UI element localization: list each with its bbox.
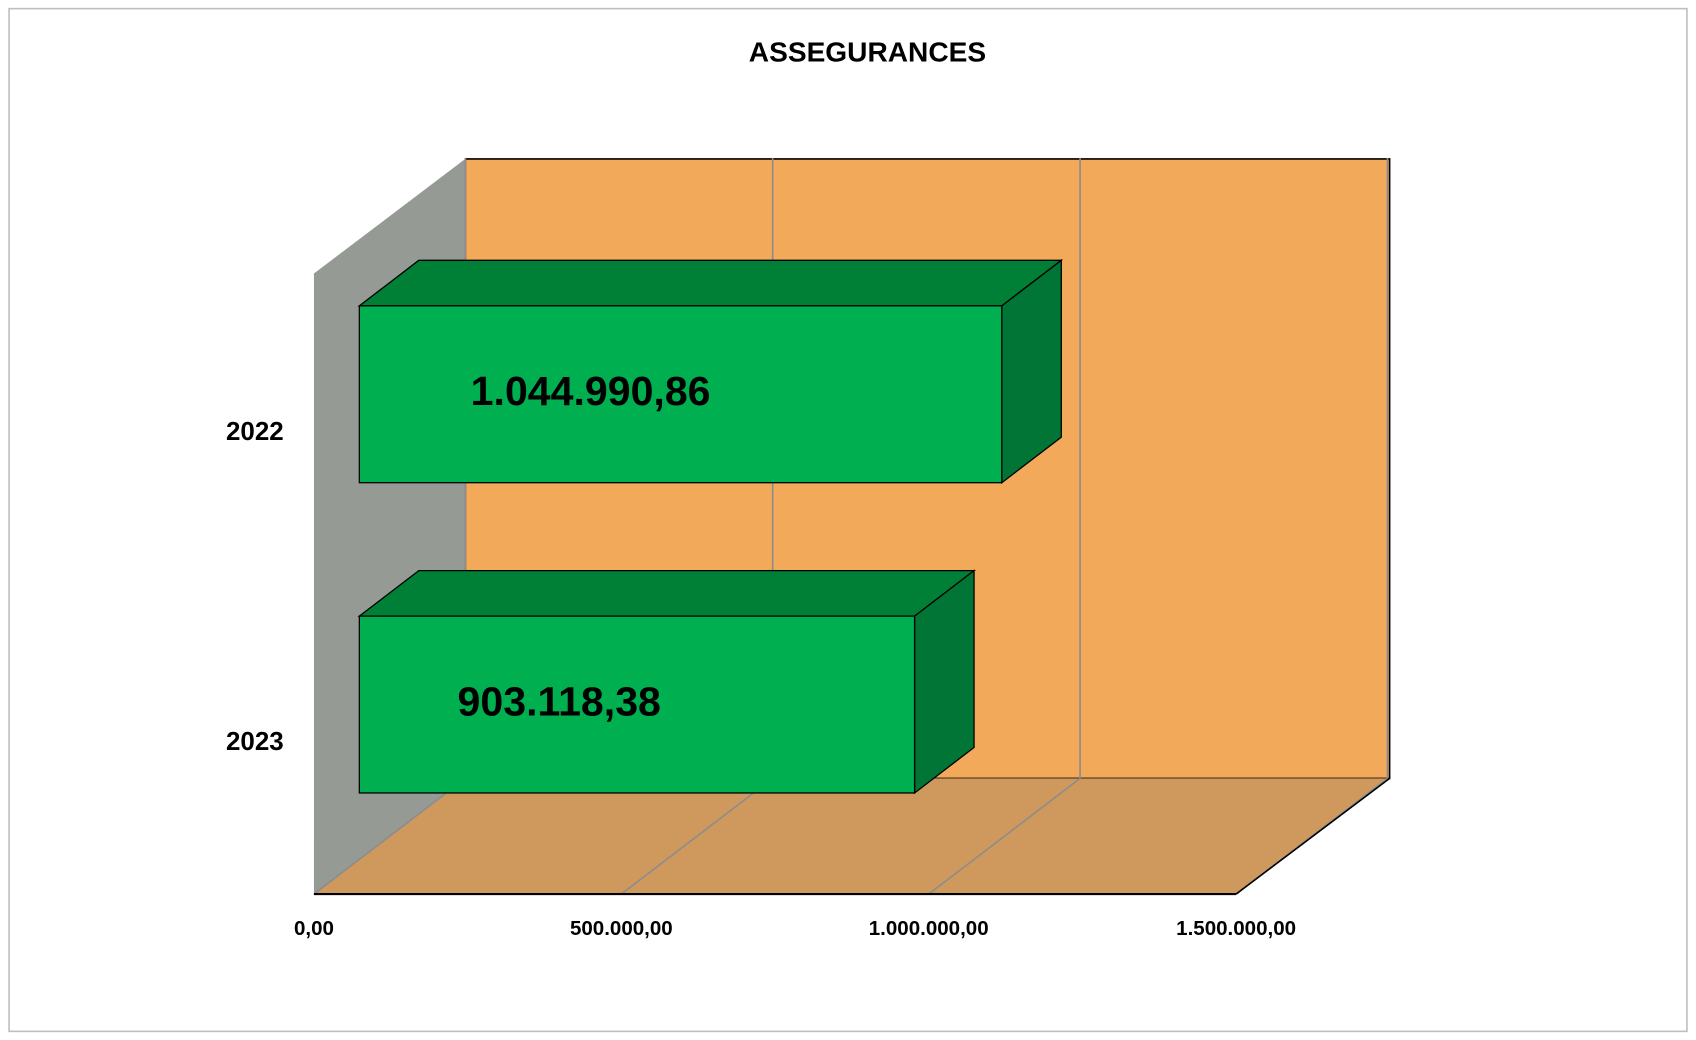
bar — [358, 615, 916, 794]
y-tick-label: 2022 — [226, 418, 284, 446]
y-tick-label: 2023 — [226, 728, 284, 756]
bar-top — [357, 569, 976, 617]
floor-grid-line — [313, 777, 466, 895]
x-tick-label: 500.000,00 — [570, 917, 673, 940]
floor-grid-line — [928, 777, 1081, 895]
bar — [358, 305, 1003, 484]
x-tick-label: 0,00 — [294, 917, 334, 940]
floor-edge — [1235, 777, 1391, 895]
data-label: 903.118,38 — [458, 678, 661, 724]
x-tick-label: 1.000.000,00 — [869, 917, 989, 940]
floor-grid-line — [620, 777, 774, 895]
x-tick-label: 1.500.000,00 — [1176, 917, 1296, 940]
data-label: 1.044.990,86 — [471, 368, 711, 414]
floor — [313, 778, 1390, 895]
bars: 1.044.990,86 903.118,38 — [357, 259, 1064, 795]
chart-title: ASSEGURANCES — [749, 36, 986, 67]
bar-top — [357, 259, 1064, 307]
